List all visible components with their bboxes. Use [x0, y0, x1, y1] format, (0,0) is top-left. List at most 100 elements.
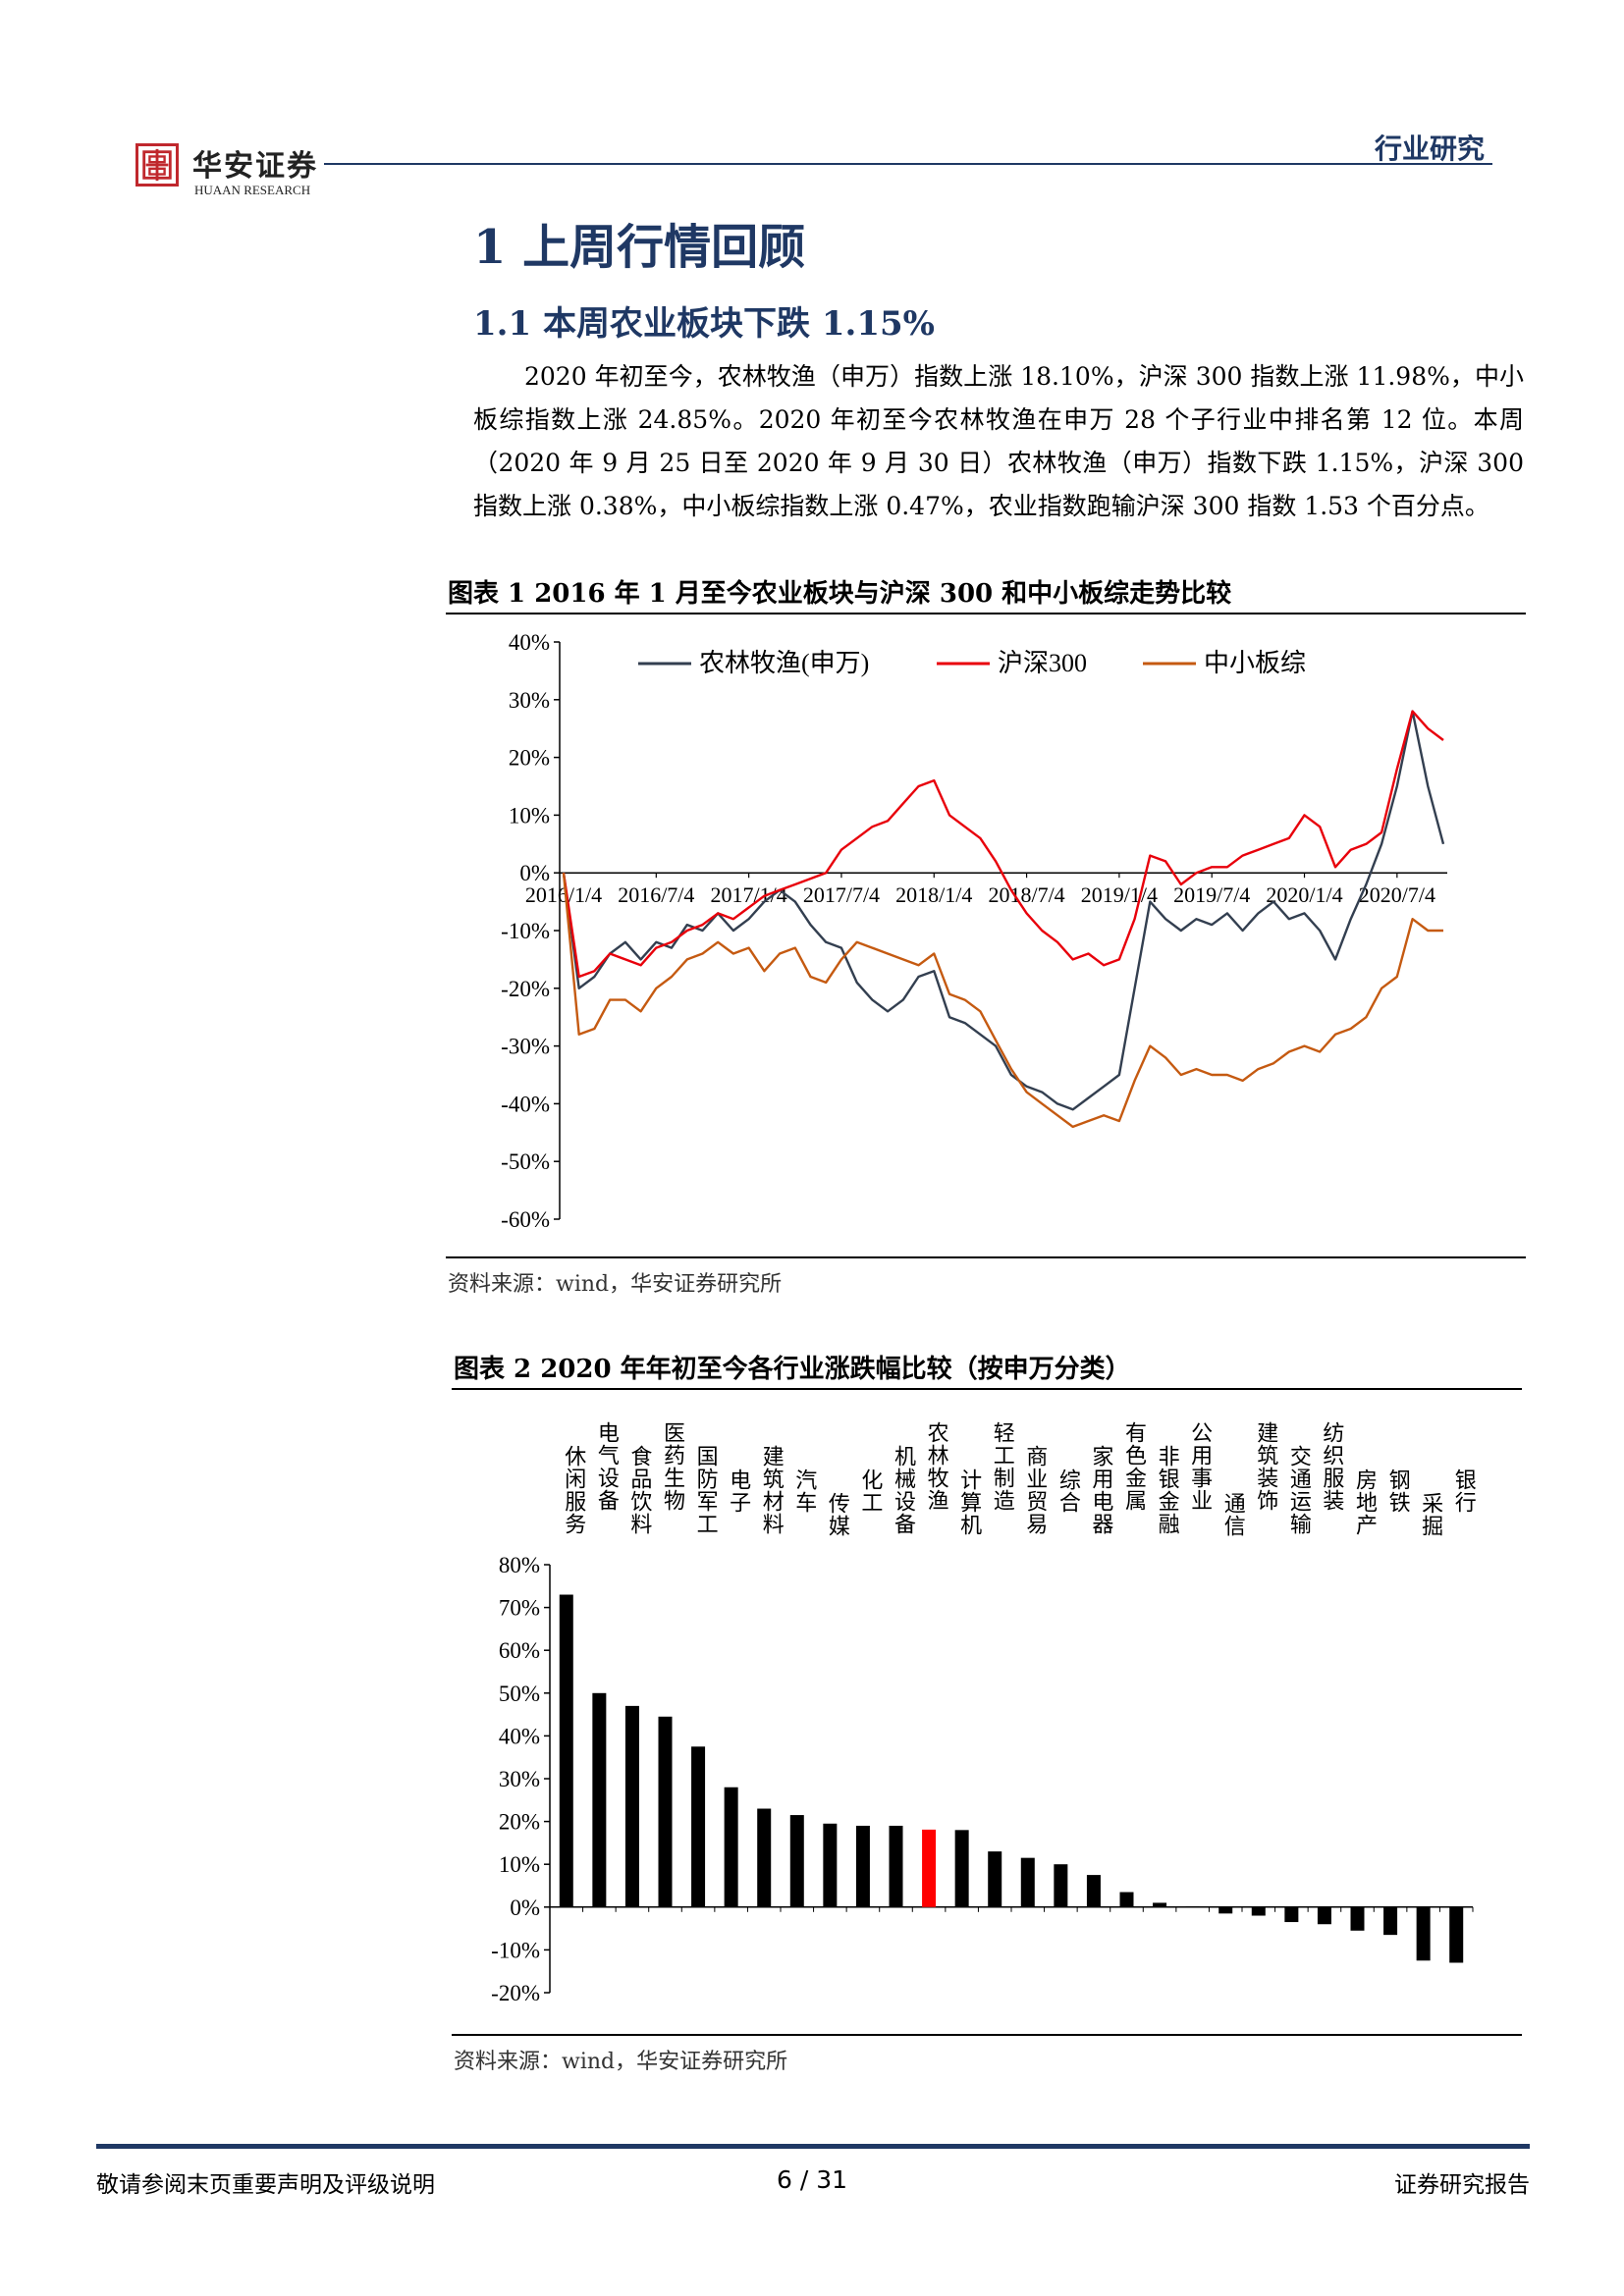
category-label: 电子 [727, 1468, 751, 1514]
heading-1: 1 上周行情回顾 [473, 220, 806, 275]
category-label: 商业贸易 [1023, 1445, 1048, 1535]
x-tick-label: 2017/7/4 [803, 882, 880, 907]
y-tick-label: -40% [501, 1092, 550, 1116]
y-tick-label: 60% [499, 1638, 540, 1663]
category-label: 医药生物 [661, 1421, 685, 1512]
line-chart: 40% 30% 20% 10% 0% -10% -20% -30% -40% -50% -60% 20… [501, 630, 1447, 1232]
body-paragraph: 2020 年初至今，农林牧渔（申万）指数上涨 18.10%，沪深 300 指数上… [473, 355, 1524, 528]
bar-6 [724, 1787, 738, 1907]
bar-20 [1185, 1905, 1200, 1907]
category-label: 公用事业 [1188, 1421, 1213, 1512]
bar-14 [988, 1851, 1002, 1907]
bar-22 [1251, 1906, 1266, 1916]
bar-26 [1383, 1906, 1398, 1936]
bar-3 [624, 1705, 639, 1907]
y-tick-label: -30% [501, 1035, 550, 1059]
bar-18 [1119, 1892, 1134, 1907]
legend-label-1: 农林牧渔(申万) [699, 649, 869, 677]
footer-disclaimer: 敬请参阅末页重要声明及评级说明 [96, 2172, 435, 2198]
category-label: 纺织服装 [1320, 1421, 1344, 1512]
y-tick-label: -20% [501, 977, 550, 1001]
bar-2 [592, 1692, 607, 1907]
category-label: 采掘 [1419, 1492, 1443, 1537]
y-tick-label: 40% [509, 630, 550, 655]
figure-2-caption: 图表 2 2020 年年初至今各行业涨跌幅比较（按申万分类） [454, 1355, 1131, 1384]
category-label: 休闲服务 [562, 1445, 586, 1535]
bar-chart: 80% 70% 60% 50% 40% 30% 20% 10% 0% -10% -20% 休闲服务 电气… [491, 1421, 1477, 2002]
bar-19 [1153, 1902, 1167, 1907]
x-tick-label: 2019/7/4 [1173, 882, 1250, 907]
seal-icon [135, 143, 179, 187]
series-line-1 [562, 710, 1445, 1111]
figure-1-top-rule [446, 613, 1526, 614]
bar-28 [1449, 1906, 1464, 1963]
category-label: 机械设备 [892, 1445, 916, 1535]
y-tick-label: 50% [499, 1682, 540, 1706]
bar-9 [823, 1823, 838, 1907]
category-label: 农林牧渔 [925, 1421, 949, 1512]
category-label: 建筑材料 [760, 1445, 785, 1535]
bar-1 [559, 1594, 573, 1907]
category-label: 国防军工 [694, 1445, 719, 1535]
footer-report-type: 证券研究报告 [1394, 2172, 1530, 2198]
y-tick-label: 10% [509, 803, 550, 828]
category-label: 化工 [858, 1468, 883, 1514]
page-number: 6 / 31 [776, 2165, 848, 2194]
category-label: 计算机 [957, 1468, 982, 1536]
category-label: 建筑装饰 [1254, 1421, 1278, 1512]
y-tick-label: -20% [491, 1981, 540, 2002]
y-tick-label: 20% [509, 746, 550, 771]
y-tick-label: 0% [519, 861, 550, 885]
figure-2-bottom-rule [452, 2034, 1522, 2036]
bar-11 [889, 1825, 903, 1907]
figure-2-top-rule [452, 1388, 1522, 1390]
y-tick-label: -60% [501, 1207, 550, 1232]
x-tick-label: 2018/1/4 [895, 882, 972, 907]
legend-label-3: 中小板综 [1204, 649, 1306, 677]
series-line-3 [562, 873, 1443, 1129]
category-label: 非银金融 [1156, 1445, 1180, 1535]
y-tick-label: 80% [499, 1553, 540, 1577]
y-tick-label: 30% [499, 1767, 540, 1791]
section-label: 行业研究 [1374, 133, 1485, 165]
bar-24 [1317, 1906, 1331, 1925]
bar-12 [922, 1829, 937, 1907]
category-label: 交通运输 [1287, 1445, 1312, 1535]
x-tick-label: 2018/7/4 [988, 882, 1064, 907]
bar-7 [757, 1808, 772, 1907]
x-tick-label: 2020/7/4 [1359, 882, 1435, 907]
y-tick-label: 20% [499, 1810, 540, 1835]
category-label: 综合 [1056, 1468, 1081, 1514]
logo-text: 华安证券 [192, 149, 318, 184]
series-line-2 [562, 710, 1444, 979]
x-tick-label: 2017/1/4 [711, 882, 787, 907]
x-tick-label: 2016/7/4 [618, 882, 694, 907]
paragraph-text: 2020 年初至今，农林牧渔（申万）指数上涨 18.10%，沪深 300 指数上… [473, 362, 1524, 520]
y-tick-label: -50% [501, 1149, 550, 1174]
heading-2: 1.1 本周农业板块下跌 1.15% [473, 304, 935, 344]
y-tick-label: 0% [510, 1896, 540, 1920]
bar-4 [658, 1716, 673, 1907]
x-tick-label: 2019/1/4 [1081, 882, 1158, 907]
y-tick-label: 30% [509, 688, 550, 713]
category-label: 房地产 [1353, 1468, 1378, 1536]
y-tick-label: 40% [499, 1724, 540, 1748]
category-label: 家用电器 [1089, 1445, 1113, 1535]
figure-2-source: 资料来源：wind，华安证券研究所 [454, 2050, 788, 2074]
category-label: 轻工制造 [991, 1421, 1015, 1512]
bar-25 [1350, 1906, 1365, 1931]
category-label: 钢铁 [1386, 1468, 1411, 1514]
figure-1-caption: 图表 1 2016 年 1 月至今农业板块与沪深 300 和中小板综走势比较 [448, 579, 1232, 609]
category-label: 汽车 [792, 1468, 817, 1514]
x-tick-label: 2020/1/4 [1266, 882, 1342, 907]
figure-1-bottom-rule [446, 1256, 1526, 1258]
category-label: 银行 [1452, 1468, 1477, 1514]
bar-15 [1020, 1857, 1035, 1907]
logo-subtext: HUAAN RESEARCH [194, 183, 311, 197]
figure-1-source: 资料来源：wind，华安证券研究所 [448, 1272, 783, 1297]
bar-5 [691, 1746, 706, 1907]
bar-23 [1284, 1906, 1299, 1923]
category-label: 电气设备 [595, 1421, 620, 1512]
y-tick-label: 10% [499, 1852, 540, 1877]
bar-27 [1416, 1906, 1431, 1961]
